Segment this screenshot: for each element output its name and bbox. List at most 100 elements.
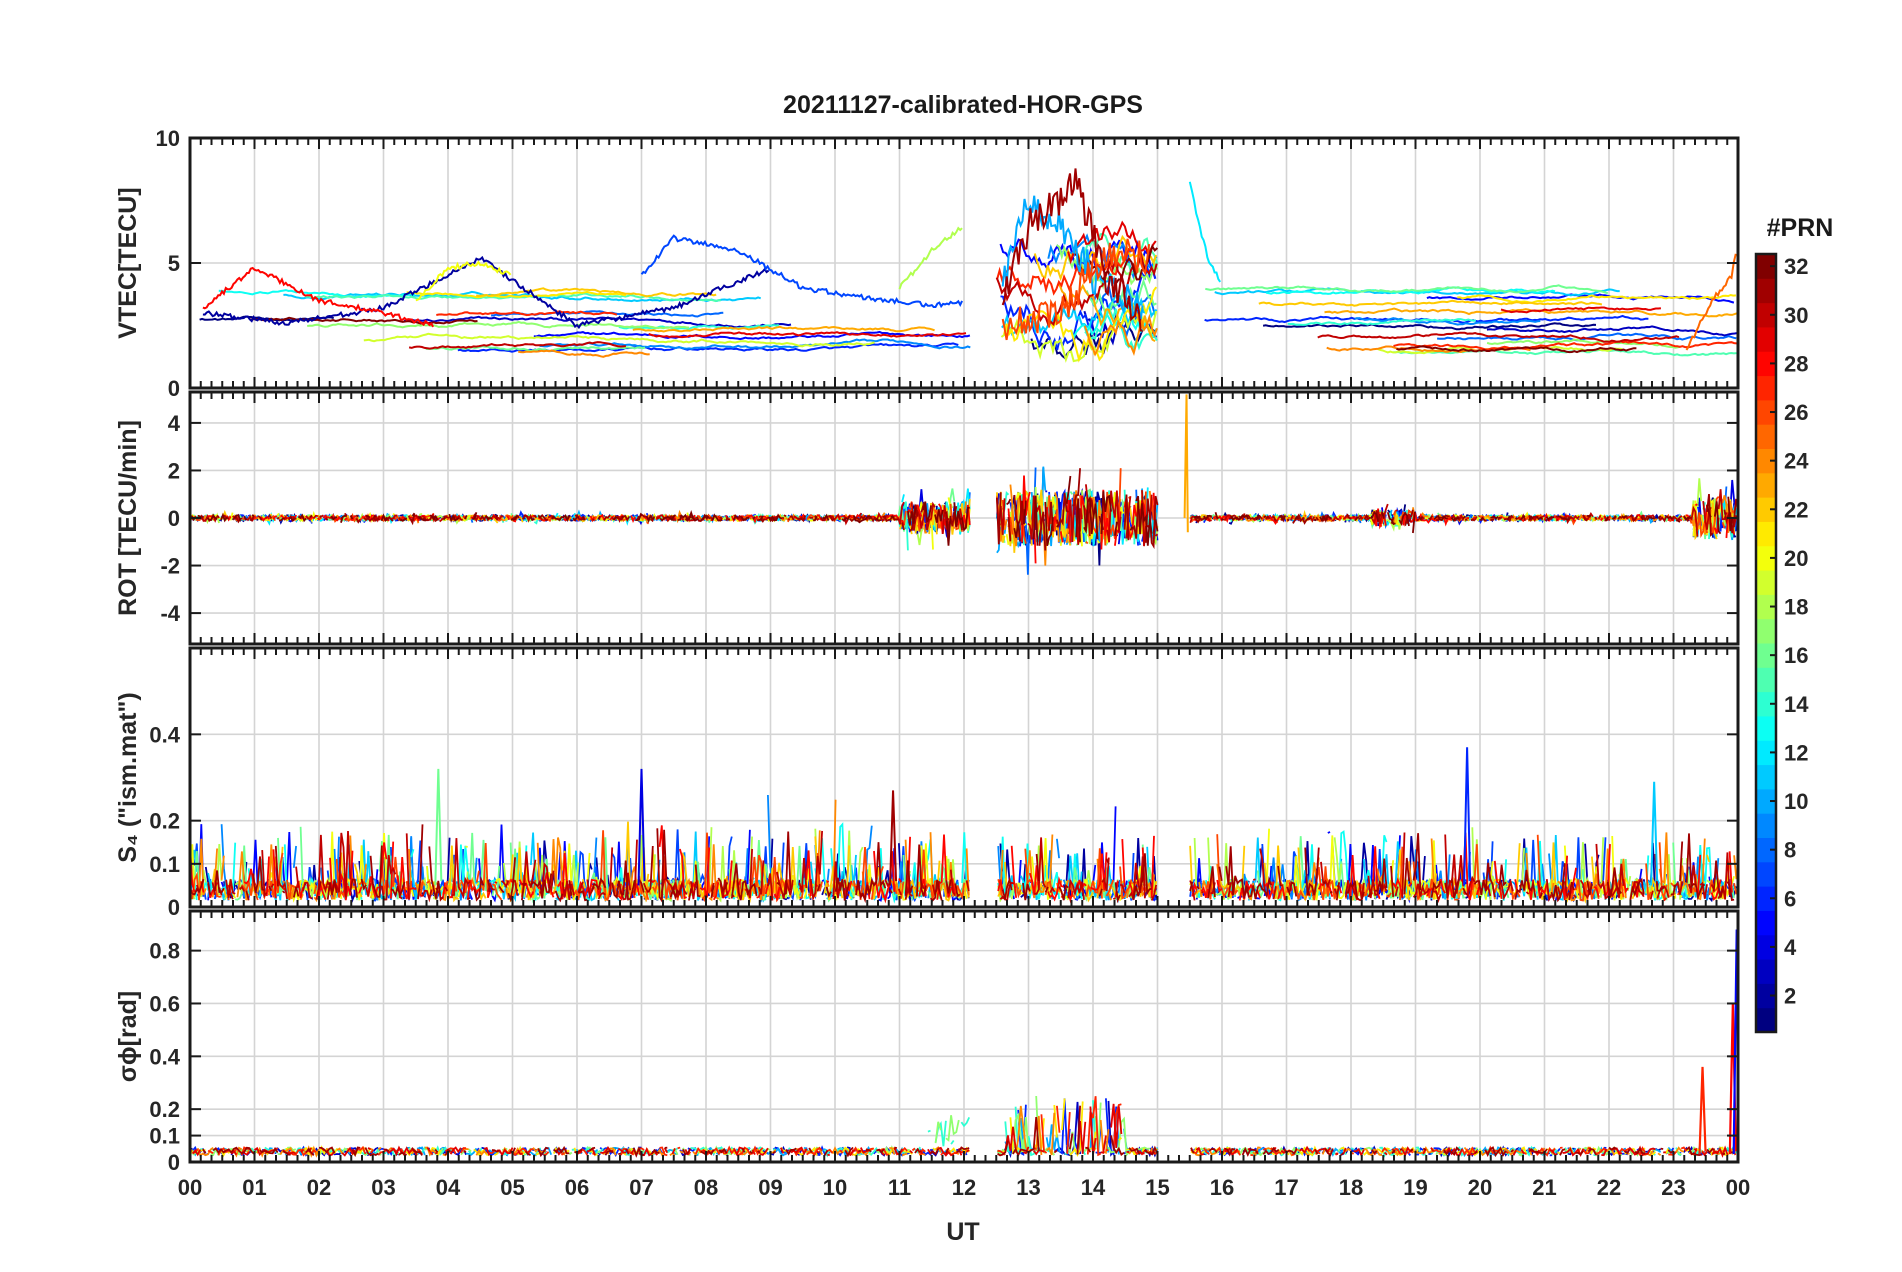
colorbar-tick-label: 32 bbox=[1784, 254, 1808, 279]
colorbar-swatch bbox=[1756, 886, 1776, 911]
colorbar-swatch bbox=[1756, 959, 1776, 984]
vtec-trace-prn-30 bbox=[995, 250, 1158, 327]
panel-sigma_phi: 00.10.2 0.4 0.6 0.8 σϕ[rad] bbox=[114, 909, 1740, 1175]
vtec-trace-prn-24 bbox=[1083, 313, 1158, 357]
y-tick-label-vtec: 5 bbox=[168, 251, 180, 276]
colorbar-tick-label: 2 bbox=[1784, 984, 1796, 1009]
y-tick-label-s4: 0 bbox=[168, 895, 180, 920]
colorbar-tick-label: 4 bbox=[1784, 935, 1797, 960]
vtec-trace-prn-9 bbox=[1354, 317, 1541, 326]
vtec-trace-prn-2 bbox=[202, 255, 770, 330]
vtec-trace-prn-16 bbox=[1085, 278, 1157, 315]
x-tick-label: 05 bbox=[500, 1175, 524, 1200]
x-axis-label: UT bbox=[946, 1218, 979, 1246]
colorbar-swatch bbox=[1756, 326, 1776, 352]
colorbar-swatch bbox=[1756, 302, 1776, 328]
ticks-rot: 4 2 0 -2 -4 bbox=[160, 392, 1739, 644]
grid-s4 bbox=[190, 648, 1738, 907]
y-tick-label-rot: 0 bbox=[168, 506, 180, 531]
s4-peak bbox=[434, 768, 443, 886]
colorbar-tick-label: 20 bbox=[1784, 546, 1808, 571]
y-tick-label-s4: 0.1 bbox=[149, 852, 180, 877]
colorbar-swatch bbox=[1756, 934, 1776, 960]
vtec-trace-prn-32 bbox=[1396, 345, 1637, 354]
colorbar-swatch bbox=[1756, 545, 1776, 571]
y-tick-label-s4: 0.2 bbox=[149, 809, 180, 834]
x-tick-label: 20 bbox=[1468, 1175, 1492, 1200]
vtec-trace-prn-29 bbox=[1500, 306, 1662, 314]
vtec-trace-prn-24 bbox=[518, 349, 650, 358]
vtec-trace-prn-28 bbox=[202, 266, 435, 328]
vtec-trace-prn-18 bbox=[898, 226, 963, 290]
y-axis-label-rot: ROT [TECU/min] bbox=[114, 420, 142, 616]
colorbar-swatch bbox=[1756, 618, 1776, 644]
plot-area-rot bbox=[190, 394, 1736, 575]
y-tick-label-sigma_phi: 0.6 bbox=[149, 991, 180, 1016]
vtec-trace-prn-25 bbox=[1685, 253, 1737, 351]
colorbar-swatch bbox=[1756, 472, 1776, 498]
x-tick-label: 15 bbox=[1145, 1175, 1169, 1200]
y-tick-label-rot: 4 bbox=[168, 411, 181, 436]
vtec-trace-prn-7 bbox=[640, 234, 963, 309]
colorbar-swatch bbox=[1756, 570, 1776, 595]
y-tick-label-rot: -2 bbox=[160, 554, 180, 579]
ticks-s4: 0 0.1 0.2 0.4 bbox=[149, 648, 1739, 920]
y-tick-label-sigma_phi: 0.4 bbox=[149, 1044, 180, 1069]
vtec-trace-prn-32 bbox=[250, 316, 478, 325]
x-tick-label: 10 bbox=[823, 1175, 847, 1200]
vtec-trace-prn-29 bbox=[648, 331, 967, 339]
x-tick-label: 14 bbox=[1081, 1175, 1106, 1200]
x-tick-label: 07 bbox=[629, 1175, 653, 1200]
vtec-trace-prn-27 bbox=[1393, 340, 1737, 351]
x-tick-label: 00 bbox=[178, 1175, 202, 1200]
vtec-trace-prn-15 bbox=[1393, 348, 1737, 357]
y-tick-label-s4: 0.4 bbox=[149, 722, 180, 747]
vtec-trace-prn-22 bbox=[1258, 299, 1603, 307]
colorbar-swatch bbox=[1756, 764, 1776, 790]
x-tick-label: 16 bbox=[1210, 1175, 1234, 1200]
colorbar-swatch bbox=[1756, 813, 1776, 838]
vtec-trace-prn-26 bbox=[1001, 238, 1151, 341]
y-tick-label-vtec: 10 bbox=[156, 126, 180, 151]
vtec-trace-prn-21 bbox=[1457, 293, 1736, 304]
colorbar-swatch bbox=[1756, 740, 1776, 766]
x-tick-label: 09 bbox=[758, 1175, 782, 1200]
panel-s4: 0 0.1 0.2 0.4 S₄ ("ism.mat") bbox=[114, 646, 1740, 920]
x-tick-label: 08 bbox=[694, 1175, 718, 1200]
x-tick-labels: 00 01 02 03 04 05 06 07 08 09 10 11 12 13 14 15 16 17 18 19… bbox=[178, 1175, 1750, 1200]
vtec-trace-prn-30 bbox=[408, 341, 627, 350]
y-axis-label-sigma_phi: σϕ[rad] bbox=[114, 991, 142, 1082]
vtec-trace-prn-16 bbox=[1205, 284, 1609, 295]
vtec-trace-prn-22 bbox=[475, 287, 717, 298]
colorbar-title: #PRN bbox=[1767, 214, 1834, 242]
colorbar-swatch bbox=[1756, 983, 1776, 1009]
colorbar-tick-label: 22 bbox=[1784, 497, 1808, 522]
colorbar-swatch bbox=[1756, 521, 1776, 547]
colorbar-tick-label: 26 bbox=[1784, 400, 1808, 425]
colorbar-tick-label: 24 bbox=[1784, 449, 1809, 474]
vtec-trace-prn-31 bbox=[1001, 168, 1143, 332]
colorbar-swatch bbox=[1756, 448, 1776, 474]
grid-sigma_phi bbox=[190, 911, 1738, 1162]
colorbar-frame bbox=[1754, 252, 1778, 1034]
colorbar-tick-label: 6 bbox=[1784, 886, 1796, 911]
vtec-trace-prn-14 bbox=[618, 324, 779, 331]
x-tick-label: 13 bbox=[1016, 1175, 1040, 1200]
colorbar-tick-label: 12 bbox=[1784, 740, 1808, 765]
x-tick-label: 00 bbox=[1726, 1175, 1750, 1200]
plot-area-sigma_phi bbox=[190, 929, 1738, 1155]
x-tick-label: 02 bbox=[307, 1175, 331, 1200]
vtec-trace-prn-30 bbox=[1317, 331, 1680, 343]
x-tick-label: 22 bbox=[1597, 1175, 1621, 1200]
vtec-trace-prn-10 bbox=[1001, 195, 1144, 320]
x-tick-label: 18 bbox=[1339, 1175, 1363, 1200]
colorbar-swatch bbox=[1756, 278, 1776, 304]
ticks-sigma_phi: 00.10.2 0.4 0.6 0.8 bbox=[149, 911, 1739, 1175]
colorbar-tick-label: 8 bbox=[1784, 838, 1796, 863]
rot-spike bbox=[1183, 394, 1189, 533]
x-tick-label: 19 bbox=[1403, 1175, 1427, 1200]
vtec-trace-prn-19 bbox=[363, 332, 875, 348]
